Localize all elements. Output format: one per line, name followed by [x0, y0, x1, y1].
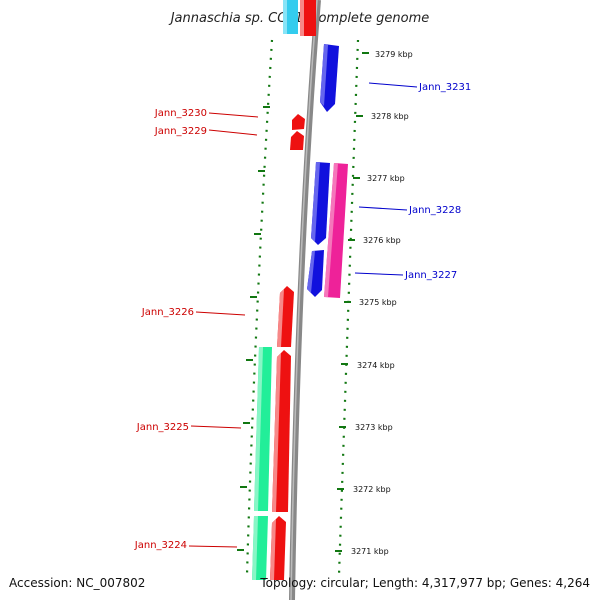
label-leader-line — [208, 129, 258, 136]
right-gene-labels: Jann_3231 Jann_3228 Jann_3227 — [354, 82, 471, 281]
genome-backbone — [289, 0, 321, 600]
tick-label: 3272 kbp — [353, 485, 391, 494]
gene-label-jann-3225[interactable]: Jann_3225 — [136, 422, 189, 433]
gene-feature-pink[interactable] — [324, 163, 348, 298]
gene-jann-3230[interactable] — [292, 114, 305, 130]
map-title: Jannaschia sp. CCS1, complete genome — [168, 11, 430, 26]
label-leader-line — [354, 272, 404, 276]
gene-label-jann-3229[interactable]: Jann_3229 — [154, 126, 207, 137]
gene-jann-3225[interactable] — [272, 350, 291, 512]
tick-label: 3271 kbp — [351, 547, 389, 556]
gene-label-jann-3231[interactable]: Jann_3231 — [418, 82, 471, 93]
tick-label: 3273 kbp — [355, 423, 393, 432]
label-leader-line — [208, 112, 259, 118]
inner-ruler-curve — [245, 39, 274, 576]
gene-feature-green-upper[interactable] — [254, 347, 272, 511]
gene-jann-3229[interactable] — [290, 131, 304, 150]
tick-label: 3277 kbp — [367, 174, 405, 183]
gene-label-jann-3224[interactable]: Jann_3224 — [134, 540, 187, 551]
accession-text: Accession: NC_007802 — [9, 576, 145, 590]
gene-label-jann-3230[interactable]: Jann_3230 — [154, 108, 207, 119]
gene-jann-3227[interactable] — [307, 250, 324, 297]
gene-feature-red-top-shade — [300, 0, 304, 36]
gene-label-jann-3228[interactable]: Jann_3228 — [408, 205, 461, 216]
gene-feature-cyan-shade — [283, 0, 287, 34]
outer-ruler-ticks — [335, 52, 369, 552]
inner-ruler-ticks — [237, 106, 270, 551]
tick-label: 3276 kbp — [363, 236, 401, 245]
outer-ruler-curve — [337, 39, 360, 576]
genome-summary-text: Topology: circular; Length: 4,317,977 bp… — [259, 576, 590, 590]
label-leader-line — [368, 82, 418, 88]
label-leader-line — [358, 206, 408, 211]
left-gene-labels: Jann_3230 Jann_3229 Jann_3226 Jann_3225 … — [134, 108, 259, 551]
tick-label: 3279 kbp — [375, 50, 413, 59]
label-leader-line — [195, 311, 246, 316]
gene-jann-3224[interactable] — [270, 516, 286, 580]
tick-label: 3275 kbp — [359, 298, 397, 307]
gene-label-jann-3226[interactable]: Jann_3226 — [141, 307, 194, 318]
label-leader-line — [190, 425, 242, 429]
scale-tick-labels: 3279 kbp 3278 kbp 3277 kbp 3276 kbp 3275… — [351, 50, 413, 556]
gene-jann-3228[interactable] — [311, 162, 330, 245]
gene-jann-3226[interactable] — [277, 286, 294, 347]
gene-label-jann-3227[interactable]: Jann_3227 — [404, 270, 457, 281]
label-leader-line — [188, 545, 238, 548]
genome-backbone-highlight — [290, 0, 318, 600]
tick-label: 3278 kbp — [371, 112, 409, 121]
gene-jann-3231[interactable] — [320, 44, 339, 112]
tick-label: 3274 kbp — [357, 361, 395, 370]
gene-feature-green-lower[interactable] — [252, 516, 268, 580]
